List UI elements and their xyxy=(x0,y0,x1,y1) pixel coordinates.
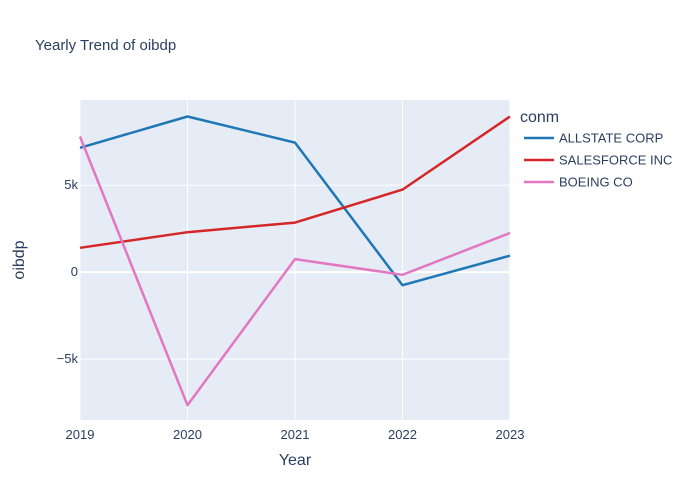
y-tick-label: 5k xyxy=(64,177,78,192)
legend: conm ALLSTATE CORP SALESFORCE INC BOEING C… xyxy=(520,109,672,190)
legend-item-label: SALESFORCE INC xyxy=(559,153,672,168)
x-tick-label: 2023 xyxy=(496,427,525,442)
legend-title: conm xyxy=(520,109,559,126)
x-tick-label: 2020 xyxy=(173,427,202,442)
y-tick-label: 0 xyxy=(71,264,78,279)
series-line xyxy=(79,115,511,250)
y-axis-ticks: −5k 0 5k xyxy=(57,177,79,366)
y-tick-label: −5k xyxy=(57,351,79,366)
x-tick-label: 2019 xyxy=(66,427,95,442)
legend-item-label: ALLSTATE CORP xyxy=(559,131,663,146)
x-tick-label: 2022 xyxy=(388,427,417,442)
series-line xyxy=(79,115,511,287)
chart-title: Yearly Trend of oibdp xyxy=(35,37,176,54)
x-axis-ticks: 2019 2020 2021 2022 2023 xyxy=(66,427,525,442)
series-lines xyxy=(78,115,511,407)
y-axis-title: oibdp xyxy=(11,240,28,279)
x-tick-label: 2021 xyxy=(281,427,310,442)
x-axis-title: Year xyxy=(279,452,312,469)
series-line xyxy=(78,136,511,407)
legend-item-label: BOEING CO xyxy=(559,175,633,190)
